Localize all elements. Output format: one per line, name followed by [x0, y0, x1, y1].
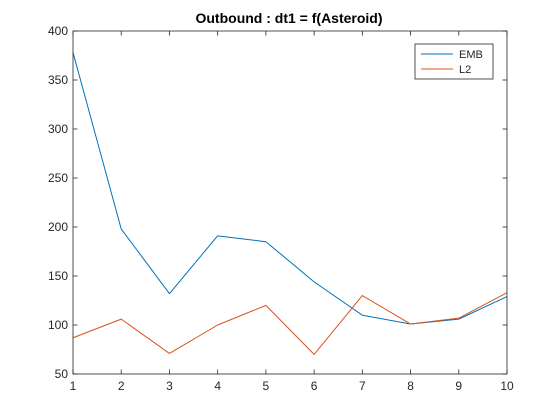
legend: EMB L2 [414, 43, 494, 80]
y-tick-label: 150 [48, 269, 68, 283]
y-tick-label: 300 [48, 122, 68, 136]
x-tick-label: 3 [166, 379, 173, 393]
x-tick-label: 8 [407, 379, 414, 393]
y-tick-label: 350 [48, 73, 68, 87]
x-tick-label: 5 [263, 379, 270, 393]
chart-title: Outbound : dt1 = f(Asteroid) [195, 10, 382, 26]
x-tick-label: 1 [70, 379, 77, 393]
x-tick-label: 2 [118, 379, 125, 393]
x-tick-label: 4 [214, 379, 221, 393]
x-tick-label: 7 [359, 379, 366, 393]
plot-area-frame [72, 30, 508, 375]
x-tick-label: 9 [455, 379, 462, 393]
series-line-emb [72, 52, 508, 325]
y-tick-label: 100 [48, 318, 68, 332]
legend-box [414, 43, 494, 80]
x-tick-label: 6 [311, 379, 318, 393]
y-tick-label: 200 [48, 220, 68, 234]
y-tick-label: 50 [55, 367, 69, 381]
y-tick-label: 400 [48, 24, 68, 38]
legend-label: L2 [459, 64, 471, 76]
x-tick-label: 10 [500, 379, 514, 393]
series-line-l2 [72, 292, 508, 355]
series-layer [72, 52, 508, 355]
y-tick-label: 250 [48, 171, 68, 185]
legend-label: EMB [459, 49, 483, 61]
